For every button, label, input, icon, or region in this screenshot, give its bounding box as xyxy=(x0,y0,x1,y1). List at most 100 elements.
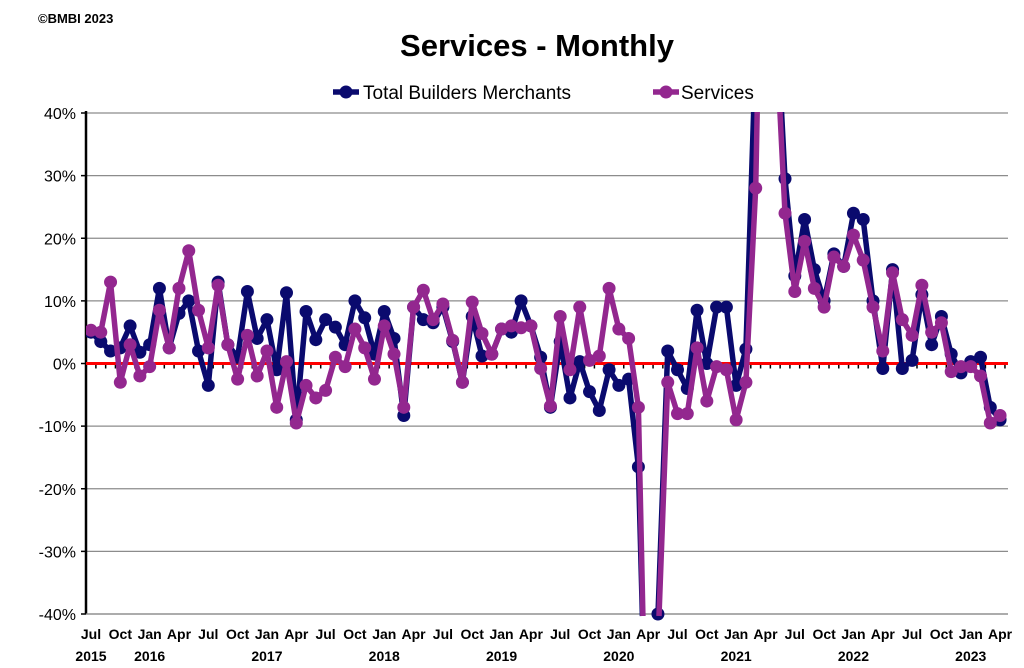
data-point xyxy=(592,349,606,363)
data-point xyxy=(895,362,909,376)
data-point xyxy=(123,338,137,352)
x-tick-label-month: Oct xyxy=(226,626,250,642)
data-point xyxy=(798,234,812,248)
legend: Total Builders Merchants Services xyxy=(333,83,754,104)
data-point xyxy=(974,350,988,364)
data-point xyxy=(807,281,821,295)
data-point xyxy=(934,316,948,330)
data-point xyxy=(631,400,645,414)
data-point xyxy=(172,281,186,295)
data-point xyxy=(895,313,909,327)
data-point xyxy=(680,407,694,421)
y-tick-label: 0% xyxy=(53,357,76,374)
data-point xyxy=(455,375,469,389)
data-point xyxy=(719,363,733,377)
data-point xyxy=(162,341,176,355)
x-tick-label-month: Oct xyxy=(343,626,367,642)
series-group xyxy=(86,112,1007,621)
data-point xyxy=(876,344,890,358)
data-point xyxy=(905,328,919,342)
data-point xyxy=(182,244,196,258)
data-point xyxy=(201,341,215,355)
data-point xyxy=(426,313,440,327)
data-point xyxy=(133,345,147,359)
data-point xyxy=(328,320,342,334)
data-point xyxy=(778,206,792,220)
data-point xyxy=(94,325,108,339)
data-point xyxy=(905,353,919,367)
y-tick-label: 40% xyxy=(44,106,76,123)
data-point xyxy=(886,266,900,280)
x-tick-label-year: 2022 xyxy=(838,648,869,664)
data-point xyxy=(944,365,958,379)
data-point xyxy=(436,297,450,311)
data-point xyxy=(299,305,313,319)
data-point xyxy=(280,355,293,369)
x-tick-label-month: Jul xyxy=(198,626,218,642)
data-point xyxy=(700,394,714,408)
data-point xyxy=(358,341,372,355)
legend-swatch-marker xyxy=(659,85,673,99)
data-point xyxy=(856,253,870,267)
data-point xyxy=(719,300,733,314)
data-point xyxy=(543,399,557,413)
data-point xyxy=(602,363,616,377)
data-point xyxy=(612,322,626,336)
data-point xyxy=(974,369,988,383)
data-point xyxy=(289,416,303,430)
data-point xyxy=(788,284,802,298)
data-point xyxy=(221,338,235,352)
data-point xyxy=(465,295,479,309)
data-point xyxy=(113,375,127,389)
data-point xyxy=(260,344,274,358)
data-point xyxy=(583,353,597,367)
data-point xyxy=(837,259,851,273)
data-point xyxy=(338,360,352,374)
x-tick-label-month: Jul xyxy=(433,626,453,642)
data-point xyxy=(573,300,587,314)
data-point xyxy=(348,294,362,308)
x-tick-label-month: Jul xyxy=(902,626,922,642)
x-tick-label-month: Jul xyxy=(667,626,687,642)
data-point xyxy=(729,378,743,392)
legend-swatch-marker xyxy=(339,85,353,99)
data-point xyxy=(846,206,860,220)
data-point xyxy=(358,311,372,325)
data-point xyxy=(280,286,293,300)
data-point xyxy=(925,325,939,339)
data-point xyxy=(143,360,157,374)
x-tick-label-month: Jan xyxy=(138,626,162,642)
legend-label: Services xyxy=(681,83,754,104)
x-tick-label-year: 2021 xyxy=(721,648,752,664)
x-tick-label-month: Oct xyxy=(578,626,602,642)
data-point xyxy=(211,278,225,292)
data-point xyxy=(602,281,616,295)
y-axis: 40% 30% 20% 10% 0% -10% -20% -30% -40% xyxy=(39,106,88,624)
data-point xyxy=(534,362,548,376)
data-point xyxy=(915,278,929,292)
data-point xyxy=(328,350,342,364)
x-tick-label-month: Apr xyxy=(636,626,661,642)
data-point xyxy=(993,408,1007,422)
data-point xyxy=(700,357,714,370)
x-tick-label-month: Jul xyxy=(315,626,335,642)
x-tick-label-month: Oct xyxy=(109,626,133,642)
data-point xyxy=(690,303,704,317)
x-tick-label-month: Apr xyxy=(988,626,1013,642)
data-point xyxy=(123,319,137,333)
x-tick-label-month: Apr xyxy=(284,626,309,642)
x-tick-label-year: 2019 xyxy=(486,648,517,664)
data-point xyxy=(817,300,831,314)
data-point xyxy=(152,303,166,317)
data-point xyxy=(524,319,538,333)
y-tick-label: 10% xyxy=(44,294,76,311)
x-tick-label-month: Apr xyxy=(753,626,778,642)
data-point xyxy=(240,284,254,298)
data-point xyxy=(485,347,499,361)
data-point xyxy=(192,303,206,317)
x-tick-label-month: Jul xyxy=(81,626,101,642)
data-point xyxy=(250,331,264,345)
data-point xyxy=(192,344,206,358)
data-point xyxy=(504,319,518,333)
data-point xyxy=(690,341,704,355)
